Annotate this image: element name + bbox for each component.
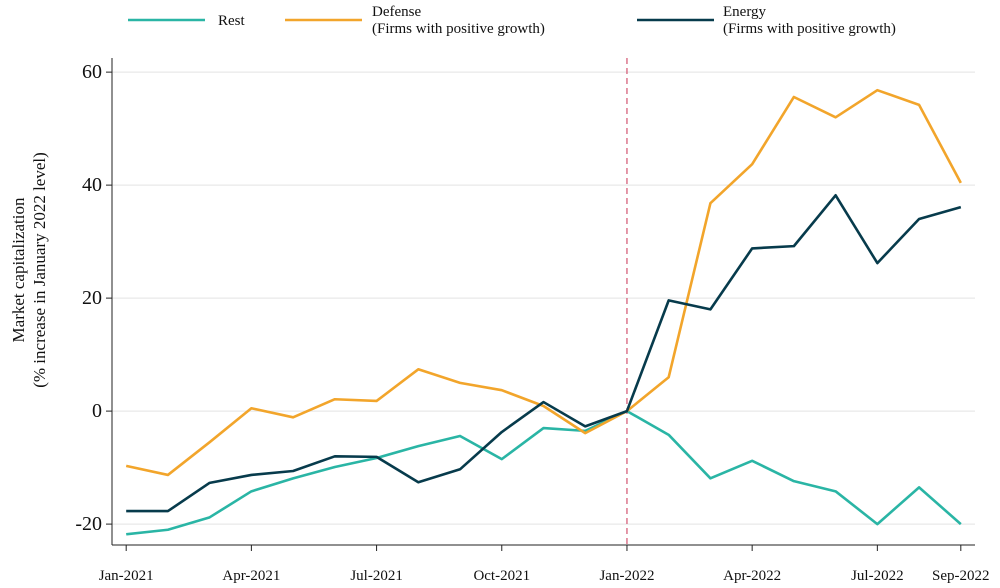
legend-label: Defense (Firms with positive growth) bbox=[372, 4, 545, 37]
y-tick-label: 60 bbox=[82, 61, 102, 83]
y-tick-label: 40 bbox=[82, 174, 102, 196]
x-tick-label: Oct-2021 bbox=[473, 568, 530, 584]
series-line bbox=[126, 193, 962, 513]
y-tick-label: 20 bbox=[82, 287, 102, 309]
x-tick-label: Apr-2021 bbox=[222, 568, 280, 584]
legend-label: Rest bbox=[218, 13, 245, 29]
x-tick-label: Jan-2021 bbox=[99, 568, 154, 584]
legend-label: Energy (Firms with positive growth) bbox=[723, 4, 896, 37]
y-axis-label: (% increase in January 2022 level) bbox=[30, 152, 49, 388]
series-line bbox=[126, 409, 962, 536]
x-tick-label: Jan-2022 bbox=[599, 568, 654, 584]
x-tick-label: Apr-2022 bbox=[723, 568, 781, 584]
series-line bbox=[125, 88, 962, 477]
x-tick-label: Sep-2022 bbox=[932, 568, 990, 584]
y-tick-label: 0 bbox=[92, 400, 102, 422]
y-axis-label: Market capitalization bbox=[9, 197, 28, 342]
x-tick-label: Jul-2022 bbox=[851, 568, 904, 584]
y-tick-label: -20 bbox=[75, 513, 102, 535]
x-tick-label: Jul-2021 bbox=[350, 568, 403, 584]
